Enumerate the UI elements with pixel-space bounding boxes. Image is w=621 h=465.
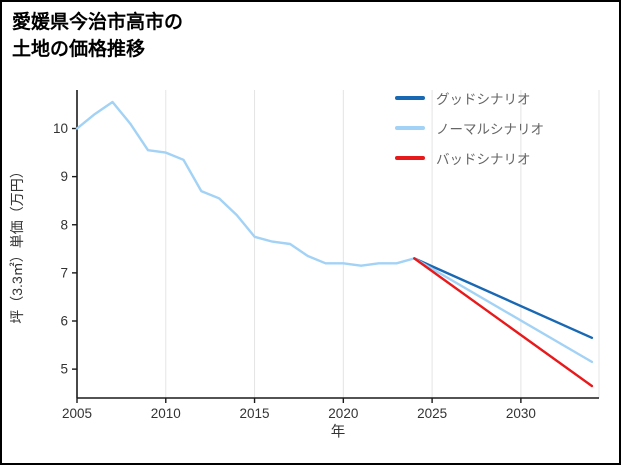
y-tick-label: 8 <box>60 217 68 232</box>
legend: グッドシナリオ ノーマルシナリオ バッドシナリオ <box>395 88 544 178</box>
series-バッドシナリオ <box>413 257 594 388</box>
x-tick-label: 2025 <box>417 406 447 421</box>
legend-item-good-scenario: グッドシナリオ <box>395 88 544 108</box>
y-tick-label: 6 <box>60 314 68 329</box>
legend-item-normal-scenario: ノーマルシナリオ <box>395 118 544 138</box>
x-tick-label: 2010 <box>151 406 181 421</box>
legend-label-bad-scenario: バッドシナリオ <box>436 152 531 167</box>
legend-label-good-scenario: グッドシナリオ <box>436 92 531 107</box>
y-tick-label: 5 <box>60 362 68 377</box>
y-tick-label: 10 <box>53 121 68 136</box>
x-axis-label: 年 <box>330 424 346 441</box>
legend-item-bad-scenario: バッドシナリオ <box>395 148 544 168</box>
x-tick-label: 2020 <box>328 406 358 421</box>
x-tick-label: 2005 <box>62 406 92 421</box>
legend-line-bad-scenario <box>395 156 425 160</box>
legend-label-normal-scenario: ノーマルシナリオ <box>436 122 544 137</box>
y-axis-label: 坪（3.3㎡）単価（万円） <box>9 164 25 324</box>
x-tick-label: 2015 <box>240 406 270 421</box>
y-tick-label: 7 <box>60 265 68 280</box>
y-tick-label: 9 <box>60 169 68 184</box>
legend-line-good-scenario <box>395 96 425 100</box>
chart-title: 愛媛県今治市高市の 土地の価格推移 <box>12 12 184 60</box>
series-ノーマルシナリオ <box>413 257 594 364</box>
legend-line-normal-scenario <box>395 126 425 130</box>
series-historical <box>75 100 416 267</box>
series-グッドシナリオ <box>413 257 594 339</box>
x-tick-label: 2030 <box>506 406 536 421</box>
